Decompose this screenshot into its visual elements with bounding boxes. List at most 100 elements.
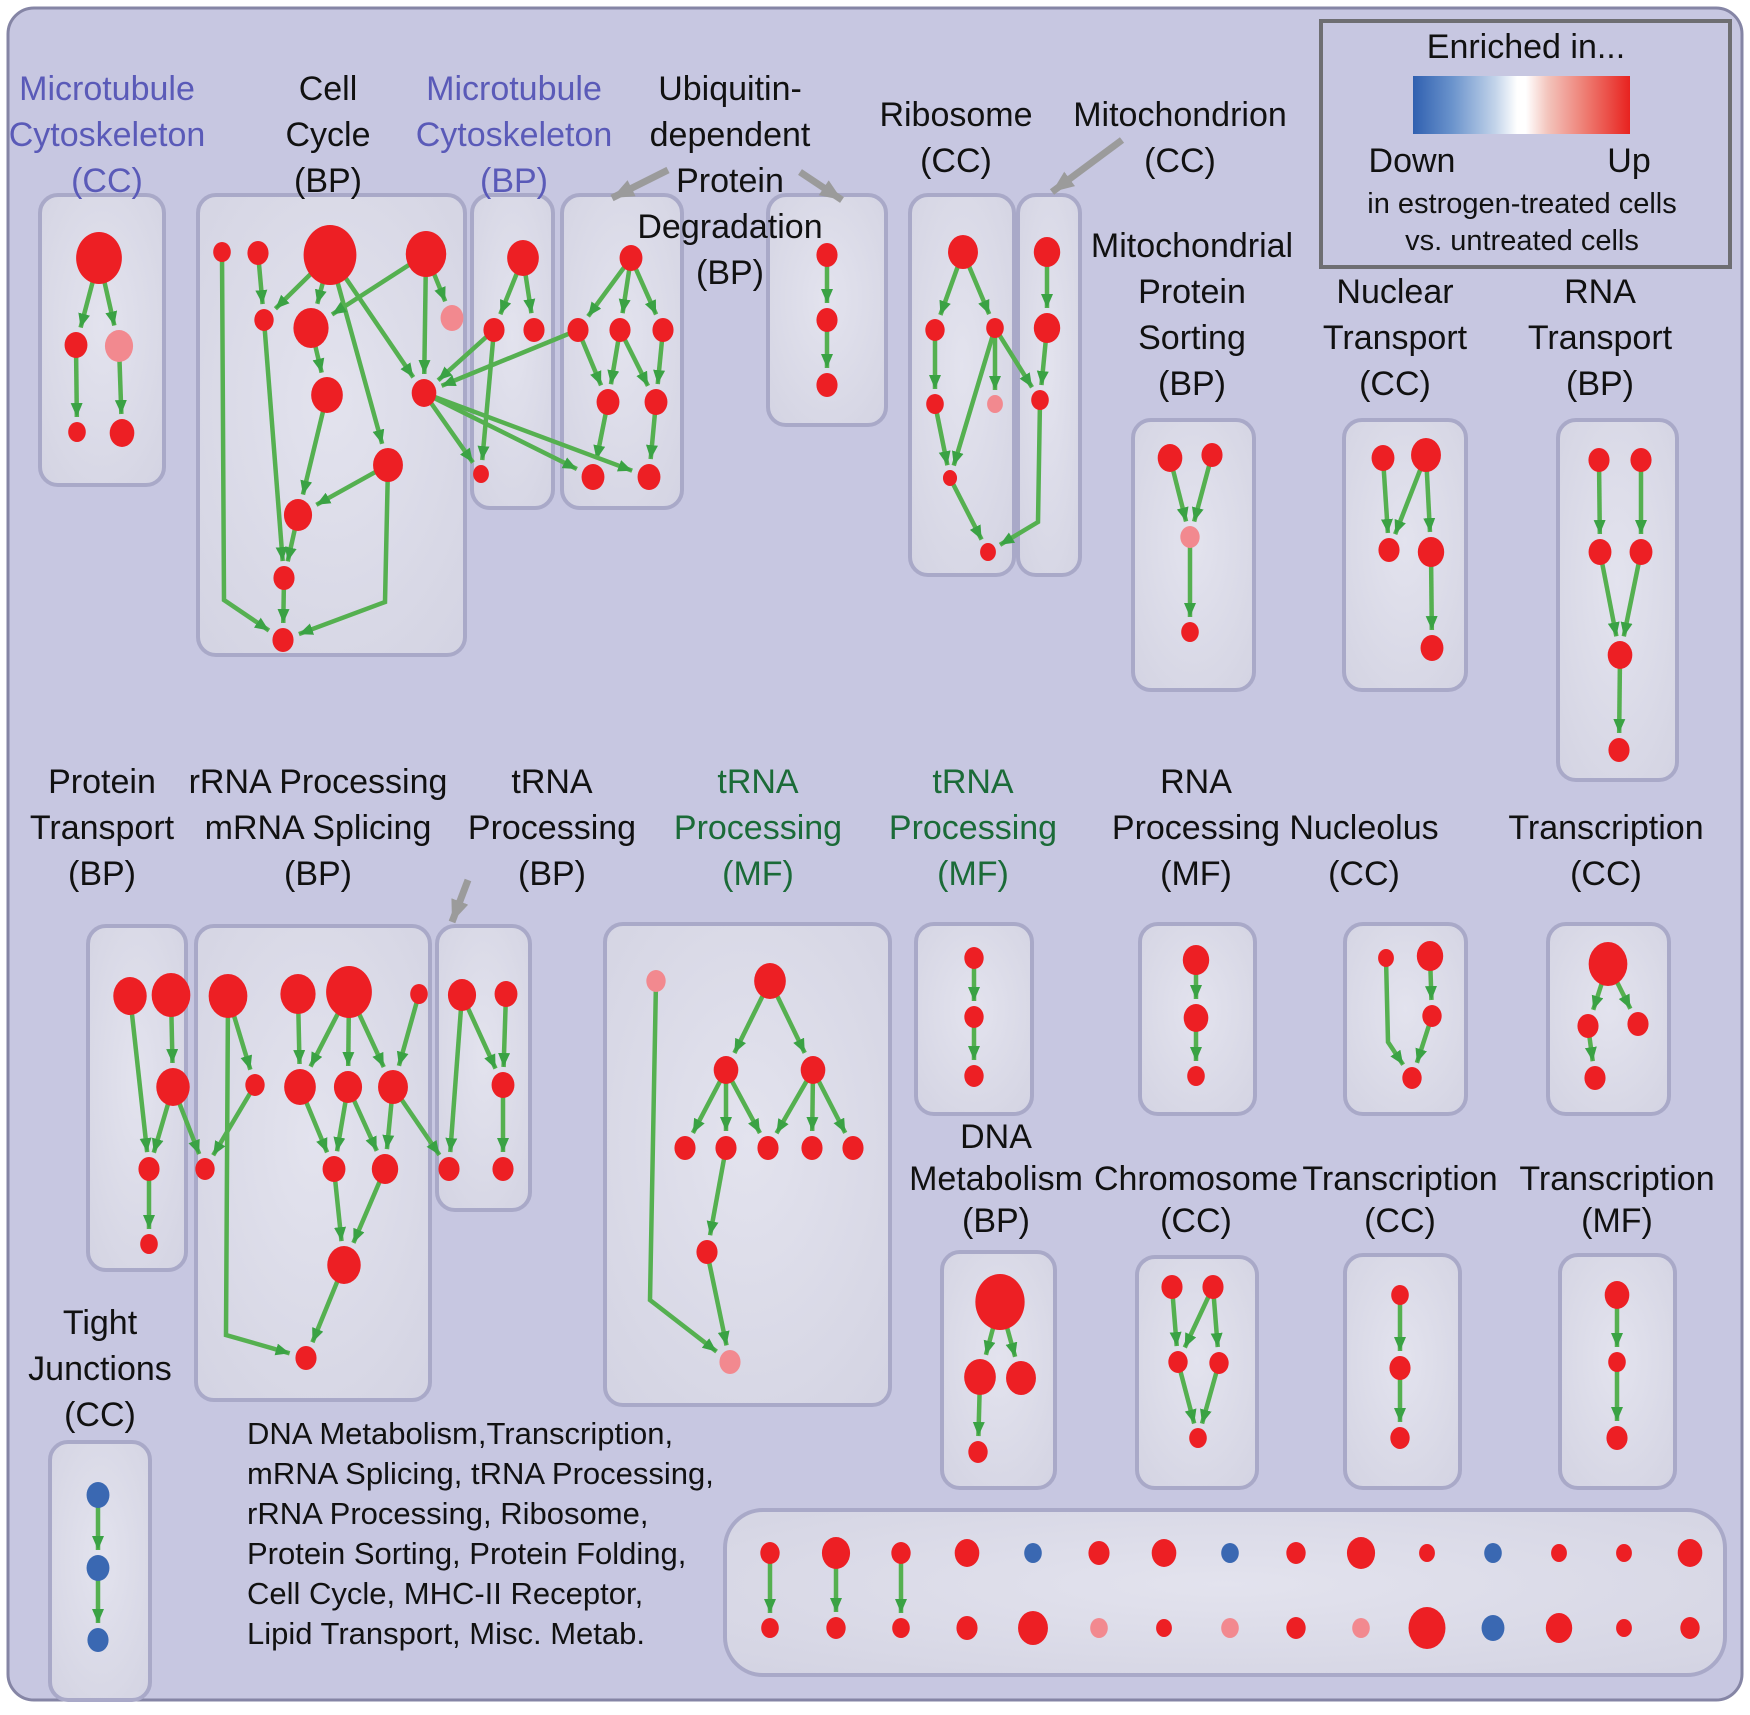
- node-cell_cycle-2-red: [303, 225, 357, 285]
- node-misc-bottom-11-blue: [1481, 1615, 1505, 1641]
- misc-text-line-1: DNA Metabolism,Transcription,: [247, 1416, 673, 1451]
- cluster-label-tight_junctions-line3: (CC): [64, 1396, 136, 1434]
- node-nuc_trans-2-red: [1378, 538, 1400, 562]
- misc-text-line-2: mRNA Splicing, tRNA Processing,: [247, 1456, 714, 1491]
- node-udpd_a-6-red: [581, 464, 605, 490]
- cluster-label-prot_trans-line1: Protein: [48, 763, 156, 801]
- node-rrna-5-red: [284, 1069, 316, 1105]
- node-transcription_cc_r2-2-red: [1627, 1012, 1649, 1036]
- legend-down-label: Down: [1369, 142, 1456, 180]
- node-chromosome-4-red: [1189, 1428, 1207, 1448]
- node-cell_cycle-5-red: [254, 309, 274, 331]
- node-nucleolus-2-red: [1422, 1005, 1442, 1027]
- cluster-label-trna_mf_small-line1: tRNA: [932, 763, 1014, 801]
- node-misc-bottom-9-pink: [1352, 1618, 1370, 1638]
- node-misc-top-10-red: [1419, 1544, 1435, 1562]
- node-prot_trans-4-red: [140, 1234, 158, 1254]
- cluster-label-dna_met-line3: (BP): [962, 1202, 1030, 1240]
- cluster-label-mito_sort-line3: Sorting: [1138, 319, 1246, 357]
- cluster-box-mito: [1016, 193, 1082, 577]
- node-nuc_trans-0-red: [1371, 445, 1395, 471]
- cluster-box-misc: [723, 1508, 1727, 1677]
- node-cell_cycle-1-red: [247, 241, 269, 265]
- node-rna_trans-5-red: [1608, 738, 1630, 762]
- node-trna_mf_big-8-red: [842, 1136, 864, 1160]
- annotation-arrow-2: [798, 169, 844, 203]
- cluster-label-mc_cc-line3: (CC): [71, 162, 143, 200]
- edge-mc_bp-2: [477, 329, 497, 461]
- legend-up-label: Up: [1607, 142, 1650, 180]
- annotation-arrow-1: [610, 166, 670, 202]
- node-rrna-7-red: [378, 1070, 408, 1104]
- node-misc-bottom-0-red: [761, 1618, 779, 1638]
- cluster-box-nuc_trans: [1342, 418, 1468, 692]
- legend-gradient-bar: [1413, 76, 1630, 134]
- cluster-label-cell_cycle-line1: Cell: [299, 70, 358, 108]
- cluster-label-mc_cc-line2: Cytoskeleton: [9, 116, 206, 154]
- node-trna_mf_big-6-red: [757, 1136, 779, 1160]
- node-nuc_trans-1-red: [1411, 438, 1441, 472]
- node-cell_cycle-9-red: [373, 448, 403, 482]
- node-misc-top-12-red: [1551, 1544, 1567, 1562]
- node-udpd_b-0-red: [816, 243, 838, 267]
- node-rrna-12-red: [295, 1346, 317, 1370]
- cluster-label-mito-line2: (CC): [1144, 142, 1216, 180]
- node-dna_met-0-red: [975, 1274, 1025, 1330]
- node-rrna-0-red: [208, 974, 248, 1018]
- node-tight_junctions-0-blue: [86, 1482, 110, 1508]
- cluster-label-rrna-line3: (BP): [284, 855, 352, 893]
- cross-edge-6: [998, 399, 1043, 547]
- node-rna_trans-4-red: [1607, 641, 1633, 669]
- cluster-label-prot_trans-line3: (BP): [68, 855, 136, 893]
- edge-trna_mf_big-8: [706, 1147, 729, 1236]
- node-mc_bp-2-red: [523, 318, 545, 342]
- annotation-arrow-3: [1049, 137, 1125, 195]
- cluster-label-ribosome-line1: Ribosome: [879, 96, 1032, 134]
- node-misc-bottom-3-red: [956, 1616, 978, 1640]
- cluster-label-mc_bp-line2: Cytoskeleton: [416, 116, 613, 154]
- node-cell_cycle-12-red: [272, 628, 294, 652]
- node-nuc_trans-3-red: [1417, 537, 1445, 567]
- node-ribosome-1-red: [925, 319, 945, 341]
- node-misc-bottom-8-red: [1286, 1617, 1306, 1639]
- misc-text-line-3: rRNA Processing, Ribosome,: [247, 1496, 648, 1531]
- edge-cell_cycle-9: [261, 319, 288, 562]
- node-chromosome-2-red: [1168, 1351, 1188, 1373]
- node-dna_met-3-red: [968, 1441, 988, 1463]
- cluster-label-tight_junctions-line2: Junctions: [28, 1350, 172, 1388]
- cluster-label-mc_cc-line1: Microtubule: [19, 70, 195, 108]
- node-nuc_trans-4-red: [1420, 635, 1444, 661]
- cluster-label-cell_cycle-line2: Cycle: [285, 116, 370, 154]
- node-rrna-2-red: [326, 966, 372, 1018]
- cluster-label-dna_met-line2: Metabolism: [909, 1160, 1083, 1198]
- edge-ribosome-6: [947, 476, 984, 541]
- cluster-label-rna_proc_mf-line2: Processing: [1112, 809, 1280, 847]
- node-misc-top-11-blue: [1484, 1543, 1502, 1563]
- node-ribosome-2-red: [986, 318, 1004, 338]
- node-trna_bp-3-red: [438, 1157, 460, 1181]
- cluster-label-dna_met-line1: DNA: [960, 1118, 1032, 1156]
- edge-rna_trans-0: [1593, 459, 1606, 535]
- node-rrna-3-red: [410, 984, 428, 1004]
- node-ribosome-3-red: [926, 394, 944, 414]
- node-rna_proc_mf-2-red: [1187, 1066, 1205, 1086]
- node-rna_trans-0-red: [1588, 448, 1610, 472]
- node-mc_cc-2-pink: [104, 330, 134, 362]
- node-trna_bp-4-red: [492, 1157, 514, 1181]
- cross-edge-4: [423, 390, 633, 473]
- node-transcription_cc_r2-0-red: [1588, 942, 1628, 986]
- cluster-label-cell_cycle-line3: (BP): [294, 162, 362, 200]
- edge-cell_cycle-0: [219, 251, 271, 633]
- cluster-label-trna_mf_big-line2: Processing: [674, 809, 842, 847]
- cluster-box-mito_sort: [1131, 418, 1256, 692]
- edge-trna_mf_big-9: [647, 980, 718, 1354]
- cluster-label-transcription_mf-line2: (MF): [1581, 1202, 1653, 1240]
- cross-edge-2: [422, 391, 475, 464]
- cross-edge-1: [440, 327, 579, 388]
- layer-labels: Microtubule Cytoskeleton (CC) Cell Cycle (BP)…: [9, 19, 1732, 1651]
- node-transcription_mf-2-red: [1606, 1426, 1628, 1450]
- cluster-label-trna_bp-line3: (BP): [518, 855, 586, 893]
- node-misc-top-9-red: [1346, 1537, 1376, 1569]
- node-ribosome-4-pink: [987, 395, 1003, 413]
